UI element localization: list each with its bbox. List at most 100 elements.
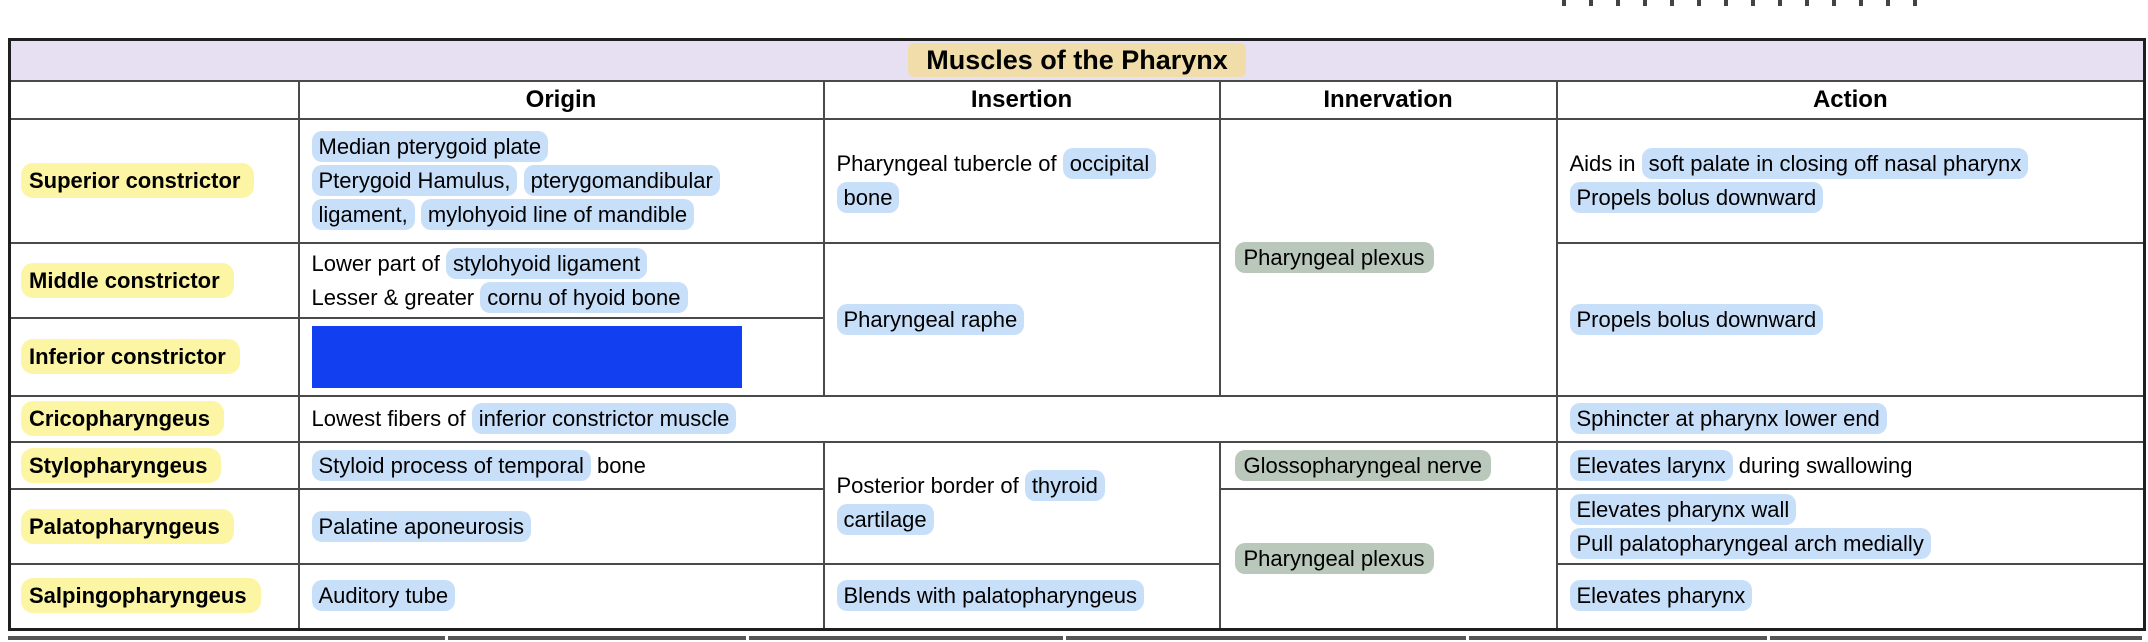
text-line: Palatine aponeurosis	[311, 510, 817, 544]
clipped-text-fragments-top	[1562, 0, 1918, 6]
text-line: ligament, mylohyoid line of mandible	[311, 198, 817, 232]
blue-highlighted-text: bone	[836, 182, 900, 213]
plain-text: bone	[590, 452, 646, 478]
green-highlighted-text: Glossopharyngeal nerve	[1234, 449, 1491, 481]
table-row-inferior-constrictor: Inferior constrictor	[8, 317, 2145, 397]
text-line: Elevates larynx during swallowing	[1569, 449, 2138, 483]
cell-inferior-constrictor-name: Inferior constrictor	[8, 317, 300, 397]
column-header-insertion: Insertion	[822, 80, 1221, 120]
text-line: Pharyngeal tubercle of occipital	[837, 147, 1213, 181]
blue-highlighted-text: occipital	[1062, 148, 1157, 179]
cell-palatopharyngeus-name: Palatopharyngeus	[8, 488, 300, 565]
blue-highlighted-text: Palatine aponeurosis	[311, 510, 531, 542]
cell-palatopharyngeus-action: Elevates pharynx wall Pull palatopharynge…	[1555, 488, 2146, 565]
table-row-salpingopharyngeus: Salpingopharyngeus Auditory tube Blends …	[8, 563, 2146, 630]
muscle-name-highlight: Superior constrictor	[21, 163, 255, 198]
blue-highlighted-text: Elevates pharynx	[1569, 580, 1753, 612]
text-line: Propels bolus downward	[1569, 181, 2138, 215]
muscle-name-highlight: Inferior constrictor	[21, 339, 240, 374]
blue-highlighted-text: Pull palatopharyngeal arch medially	[1569, 527, 1931, 559]
blue-highlighted-text: cartilage	[836, 504, 934, 535]
plain-text: Aids in	[1569, 151, 1642, 176]
cell-cricopharyngeus-origin-merged: Lowest fibers of inferior constrictor mu…	[297, 395, 1558, 443]
cell-stylopharyngeus-innervation: Glossopharyngeal nerve	[1218, 441, 1558, 490]
cell-palato-salpingo-innervation-merged: Pharyngeal plexus	[1218, 488, 1558, 630]
text-line: Styloid process of temporal bone	[311, 449, 817, 483]
cell-salpingopharyngeus-name: Salpingopharyngeus	[8, 563, 300, 630]
text-line: Elevates pharynx wall	[1569, 493, 2138, 527]
header-row: Origin Insertion Innervation Action	[8, 80, 2146, 120]
cell-salpingopharyngeus-insertion: Blends with palatopharyngeus	[822, 563, 1221, 630]
text-line: Glossopharyngeal nerve	[1234, 449, 1550, 483]
table-row-palatopharyngeus: Palatopharyngeus Palatine aponeurosis Ph…	[8, 488, 2146, 630]
blue-highlighted-text: thyroid	[1024, 470, 1105, 501]
green-highlighted-text: Pharyngeal plexus	[1234, 241, 1434, 273]
text-line: Auditory tube	[311, 579, 817, 613]
table-title-cell: Muscles of the Pharynx	[8, 38, 2146, 82]
column-header-origin: Origin	[297, 80, 825, 120]
text-line: Pharyngeal plexus	[1234, 241, 1550, 275]
green-highlighted-text: Pharyngeal plexus	[1234, 542, 1434, 574]
text-line: Lower part of stylohyoid ligament	[312, 247, 817, 281]
blue-highlighted-text: Propels bolus downward	[1569, 303, 1824, 335]
cell-stylo-palato-insertion-merged: Posterior border of thyroid cartilage	[822, 441, 1221, 565]
cell-constrictors-innervation-merged: Pharyngeal plexus	[1218, 118, 1558, 397]
text-line: Pharyngeal plexus	[1234, 542, 1550, 576]
table-title: Muscles of the Pharynx	[908, 43, 1246, 77]
plain-text: Lesser & greater	[311, 284, 481, 310]
table-row-cricopharyngeus: Cricopharyngeus Lowest fibers of inferio…	[8, 395, 2146, 443]
column-header-innervation: Innervation	[1218, 80, 1558, 120]
table-row-stylopharyngeus: Stylopharyngeus Styloid process of tempo…	[8, 441, 2146, 565]
blue-highlighted-text: pterygomandibular	[523, 165, 720, 196]
blue-highlighted-text: Blends with palatopharyngeus	[836, 580, 1145, 612]
text-line: Pharyngeal raphe	[836, 303, 1213, 337]
blue-highlighted-text: mylohyoid line of mandible	[420, 199, 695, 230]
muscles-of-pharynx-table: Muscles of the Pharynx Origin Insertion …	[8, 38, 2147, 631]
cell-cricopharyngeus-action: Sphincter at pharynx lower end	[1555, 395, 2146, 443]
column-header-muscle-blank	[8, 80, 300, 120]
blue-highlighted-text: Auditory tube	[311, 580, 456, 612]
cell-middle-inferior-insertion-merged: Pharyngeal raphe	[822, 242, 1221, 397]
cell-superior-constrictor-name: Superior constrictor	[8, 118, 300, 244]
table-row-middle-constrictor: Middle constrictor Lower part of stylohy…	[8, 242, 2146, 397]
text-line: Posterior border of thyroid	[837, 469, 1213, 503]
hidden-answer-box[interactable]	[311, 326, 742, 388]
plain-text	[415, 202, 421, 227]
blue-highlighted-text: Pharyngeal raphe	[836, 303, 1025, 335]
text-line: Blends with palatopharyngeus	[836, 579, 1213, 613]
table-row-superior-constrictor: Superior constrictor Median pterygoid pl…	[8, 118, 2146, 397]
title-row: Muscles of the Pharynx	[8, 38, 2146, 82]
blue-highlighted-text: Propels bolus downward	[1569, 182, 1824, 213]
blue-highlighted-text: Elevates pharynx wall	[1569, 493, 1797, 525]
plain-text: Posterior border of	[836, 473, 1025, 498]
plain-text: Lower part of	[311, 250, 447, 276]
cell-middle-constrictor-name: Middle constrictor	[8, 242, 300, 319]
cell-stylopharyngeus-name: Stylopharyngeus	[8, 441, 300, 490]
blue-highlighted-text: Styloid process of temporal	[311, 449, 591, 481]
muscle-name-highlight: Palatopharyngeus	[21, 508, 234, 544]
cell-superior-constrictor-origin: Median pterygoid plate Pterygoid Hamulus,…	[297, 118, 825, 244]
column-header-action: Action	[1555, 80, 2146, 120]
blue-highlighted-text: Elevates larynx	[1569, 449, 1733, 481]
text-line: bone	[836, 181, 1213, 215]
plain-text: Lowest fibers of	[311, 406, 472, 431]
plain-text	[517, 168, 523, 193]
next-table-top-edge-clipped	[8, 636, 2142, 640]
plain-text: Pharyngeal tubercle of	[836, 151, 1063, 176]
cell-middle-constrictor-origin: Lower part of stylohyoid ligament Lesser …	[297, 242, 825, 319]
blue-highlighted-text: Pterygoid Hamulus,	[311, 165, 518, 196]
text-line: Sphincter at pharynx lower end	[1569, 402, 2138, 436]
cell-middle-inferior-action-merged: Propels bolus downward	[1555, 242, 2146, 397]
blue-highlighted-text: soft palate in closing off nasal pharynx	[1641, 148, 2029, 179]
cell-cricopharyngeus-name: Cricopharyngeus	[8, 395, 300, 443]
muscle-name-highlight: Cricopharyngeus	[21, 401, 224, 436]
text-line: Pterygoid Hamulus, pterygomandibular	[311, 164, 817, 198]
cell-stylopharyngeus-origin: Styloid process of temporal bone	[297, 441, 825, 490]
text-line: Median pterygoid plate	[311, 130, 817, 164]
plain-text: during swallowing	[1732, 452, 1913, 478]
cell-superior-constrictor-insertion: Pharyngeal tubercle of occipital bone	[822, 118, 1221, 244]
text-line: Lowest fibers of inferior constrictor mu…	[312, 402, 1550, 436]
text-line: Pull palatopharyngeal arch medially	[1569, 527, 2138, 561]
text-line: Aids in soft palate in closing off nasal…	[1570, 147, 2138, 181]
blue-highlighted-text: inferior constrictor muscle	[471, 403, 737, 434]
